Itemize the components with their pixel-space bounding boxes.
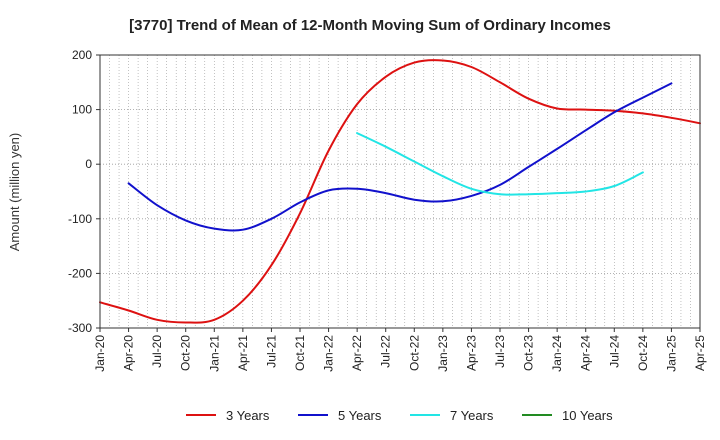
- grid-lines: [100, 55, 700, 328]
- x-tick-label: Oct-24: [636, 335, 650, 371]
- x-tick-label: Oct-23: [522, 335, 536, 371]
- y-tick-label: 0: [85, 157, 92, 171]
- x-tick-label: Jul-20: [150, 335, 164, 368]
- x-tick-label: Jan-23: [436, 335, 450, 372]
- plot-frame: [99, 54, 701, 329]
- x-tick-label: Apr-20: [122, 335, 136, 371]
- x-tick-label: Oct-22: [407, 335, 421, 371]
- legend-label-3-years: 3 Years: [226, 408, 270, 423]
- x-tick-label: Jul-21: [264, 335, 278, 368]
- x-tick-label: Jan-22: [322, 335, 336, 372]
- series-lines: [99, 59, 701, 324]
- x-tick-label: Jan-20: [93, 335, 107, 372]
- x-tick-label: Oct-21: [293, 335, 307, 371]
- series-line-5-years: [127, 82, 673, 232]
- x-tick-label: Jan-21: [207, 335, 221, 372]
- series-line-7-years: [356, 132, 644, 196]
- x-tick-label: Jan-24: [550, 335, 564, 372]
- legend-label-10-years: 10 Years: [562, 408, 613, 423]
- y-axis-label: Amount (million yen): [7, 133, 22, 252]
- y-tick-label: -100: [68, 212, 92, 226]
- legend-label-7-years: 7 Years: [450, 408, 494, 423]
- x-tick-label: Jul-24: [607, 335, 621, 368]
- legend: 3 Years 5 Years 7 Years 10 Years: [186, 408, 613, 423]
- x-tick-labels: Jan-20 Apr-20 Jul-20 Oct-20 Jan-21 Apr-21 Jul-…: [93, 328, 707, 372]
- x-tick-label: Apr-22: [350, 335, 364, 371]
- x-tick-label: Oct-20: [179, 335, 193, 371]
- y-tick-labels: 200 100 0 -100 -200 -300: [68, 48, 100, 335]
- y-tick-label: -300: [68, 321, 92, 335]
- x-tick-label: Apr-24: [579, 335, 593, 371]
- x-tick-label: Apr-25: [693, 335, 707, 371]
- x-tick-label: Jul-23: [493, 335, 507, 368]
- y-tick-label: -200: [68, 266, 92, 280]
- series-line-3-years: [99, 59, 701, 324]
- x-tick-label: Apr-23: [464, 335, 478, 371]
- chart-title: [3770] Trend of Mean of 12-Month Moving …: [129, 17, 611, 34]
- legend-label-5-years: 5 Years: [338, 408, 382, 423]
- y-tick-label: 100: [72, 103, 92, 117]
- x-tick-label: Jan-25: [664, 335, 678, 372]
- x-tick-label: Apr-21: [236, 335, 250, 371]
- y-tick-label: 200: [72, 48, 92, 62]
- x-tick-label: Jul-22: [379, 335, 393, 368]
